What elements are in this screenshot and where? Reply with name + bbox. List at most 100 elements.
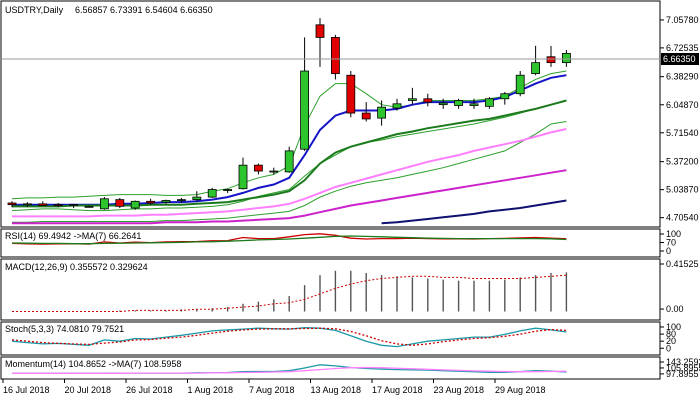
candle-body [531, 62, 540, 74]
candle-body [300, 70, 310, 150]
candle-body [130, 200, 140, 209]
candle-body [22, 203, 32, 206]
current-price-box [661, 53, 699, 65]
indicator-tick-label: 80 [666, 329, 676, 339]
overlay-line [381, 199, 567, 225]
overlay-line [11, 100, 567, 212]
time-tick-label: 7 Aug 2018 [249, 385, 295, 395]
candle [161, 199, 171, 204]
macd-panel-frame [0, 258, 661, 321]
price-tick-label: 5.71540 [666, 128, 699, 138]
candle [269, 167, 279, 175]
candle-body [330, 37, 340, 74]
indicator-tick-label: 100 [666, 229, 681, 239]
candle-body [253, 164, 263, 172]
price-tick-label: 6.38290 [666, 72, 699, 82]
candle-body [161, 200, 171, 203]
candle-body [223, 189, 233, 191]
candle [562, 50, 571, 67]
time-tick-label: 16 Jul 2018 [3, 385, 50, 395]
price-tick-label: 6.72535 [666, 43, 699, 53]
indicator-tick-label: 0.00 [666, 304, 684, 314]
candle-body [7, 202, 17, 206]
candle [484, 97, 494, 109]
candle [84, 205, 94, 208]
candle [407, 87, 417, 105]
indicator-tick-label: 70 [666, 238, 676, 248]
time-tick-label: 26 Jul 2018 [126, 385, 173, 395]
candle-body [407, 98, 417, 101]
candle [53, 202, 63, 208]
candle-body [146, 200, 156, 204]
overlay-line [12, 128, 567, 218]
candle-body [176, 199, 186, 202]
overlay-line [12, 169, 567, 225]
candle [115, 197, 125, 209]
stoch-label: Stoch(5,3,3) 74.0810 79.7521 [5, 324, 124, 334]
candle-body [469, 103, 479, 106]
price-tick-label: 4.70540 [666, 213, 699, 223]
indicator-line [12, 366, 567, 374]
candle [207, 187, 217, 198]
indicator-line [11, 327, 567, 348]
candle-body [361, 112, 371, 120]
rsi-label: RSI(14) 69.4942 ->MA(7) 66.2641 [5, 231, 141, 241]
stoch-panel-frame [0, 321, 661, 356]
indicator-line [11, 235, 567, 245]
macd-signal-line [12, 274, 567, 312]
time-tick-label: 23 Aug 2018 [434, 385, 485, 395]
candle-body [192, 196, 202, 201]
candle [330, 34, 340, 80]
indicator-tick-label: 105.8955 [666, 363, 700, 373]
candle-body [38, 203, 48, 206]
candle [38, 201, 48, 206]
symbol-timeframe: USDTRY,Daily [5, 5, 64, 15]
indicator-tick-label: 0 [666, 343, 671, 353]
ohlc-values: 6.56857 6.73391 6.54604 6.66350 [75, 5, 213, 15]
macd-label: MACD(12,26,9) 0.355572 0.329624 [5, 262, 148, 272]
time-tick-label: 1 Aug 2018 [188, 385, 234, 395]
indicator-line [11, 327, 567, 346]
candle-body [115, 199, 125, 207]
candle-body [484, 98, 494, 107]
candle [130, 200, 140, 210]
candle [500, 92, 510, 105]
candle-body [454, 100, 464, 106]
candle-body [207, 189, 217, 198]
candle [454, 98, 464, 109]
candle-body [392, 103, 402, 109]
candle-body [238, 164, 248, 190]
time-tick-label: 29 Aug 2018 [495, 385, 546, 395]
overlay-line [12, 121, 567, 223]
candle [392, 98, 402, 111]
momentum-panel: Momentum(14) 104.8652 ->MA(7) 108.5958 1… [0, 356, 700, 380]
candle [515, 71, 525, 97]
candle-body [284, 150, 294, 173]
candle [377, 100, 387, 126]
candle-body [423, 98, 433, 103]
candle-body [53, 204, 63, 207]
candle [22, 202, 32, 208]
indicator-tick-label: 100 [666, 322, 681, 332]
macd-panel: MACD(12,26,9) 0.355572 0.329624 0.41525 0… [0, 258, 699, 321]
candle-body [562, 52, 571, 64]
candle-body [269, 170, 279, 173]
candle-body [500, 93, 510, 100]
candle [546, 45, 556, 67]
indicator-tick-label: 97.8955 [666, 369, 699, 379]
price-tick-label: 5.37200 [666, 157, 699, 167]
price-tick-label: 5.03870 [666, 185, 699, 195]
time-tick-label: 17 Aug 2018 [372, 385, 423, 395]
candle-layer [7, 18, 571, 210]
candle [146, 198, 156, 205]
candle-body [546, 56, 556, 64]
candle [423, 93, 433, 107]
candle-body [84, 205, 94, 208]
candle [300, 37, 310, 151]
price-tick-label: 7.05780 [666, 15, 699, 25]
candle-body [69, 204, 78, 207]
candle [346, 71, 356, 118]
